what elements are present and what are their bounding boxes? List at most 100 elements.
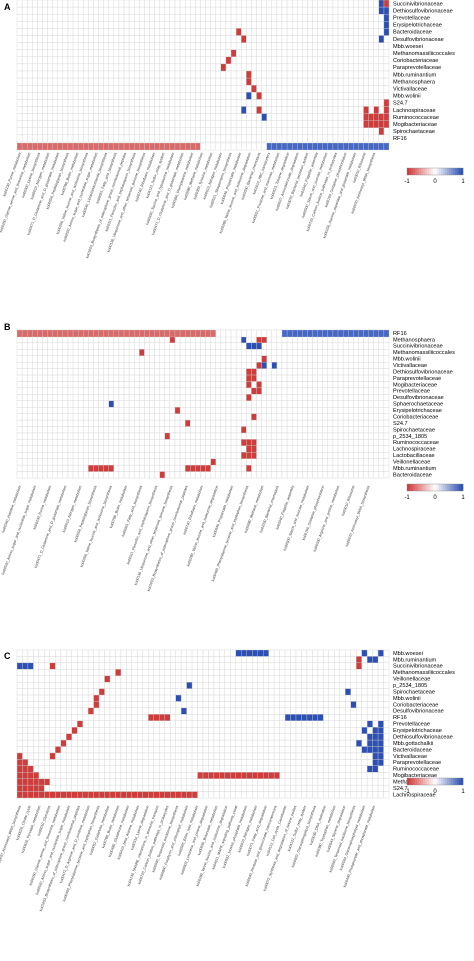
heatmap-cell (383, 349, 390, 356)
heatmap-cell (21, 400, 28, 408)
heatmap-cell (302, 464, 308, 472)
heatmap-colored-cell (174, 407, 181, 414)
heatmap-cell (93, 342, 99, 350)
heatmap-cell (350, 765, 357, 773)
heatmap-cell (77, 99, 84, 107)
heatmap-cell (317, 464, 323, 472)
heatmap-cell (372, 649, 379, 657)
heatmap-cell (190, 120, 196, 128)
heatmap-cell (317, 759, 324, 766)
heatmap-cell (205, 381, 211, 389)
heatmap-cell (339, 739, 346, 747)
heatmap-cell (261, 35, 267, 43)
heatmap-cell (144, 407, 150, 414)
heatmap-cell (93, 374, 99, 382)
heatmap-cell (327, 342, 334, 350)
heatmap-cell (83, 407, 89, 414)
heatmap-cell (246, 127, 252, 136)
heatmap-cell (131, 772, 138, 779)
heatmap-cell (241, 694, 247, 702)
heatmap-cell (118, 134, 125, 143)
heatmap-cell (358, 35, 364, 43)
heatmap-cell (219, 733, 226, 741)
heatmap-cell (87, 778, 94, 786)
heatmap-cell (368, 77, 374, 86)
heatmap-cell (256, 77, 262, 86)
heatmap-cell (60, 681, 67, 689)
heatmap-cell (257, 752, 264, 760)
heatmap-cell (134, 85, 140, 93)
heatmap-cell (327, 464, 334, 472)
heatmap-cell (345, 669, 351, 676)
heatmap-cell (292, 426, 298, 434)
annotation-cell (363, 142, 369, 151)
heatmap-cell (21, 471, 28, 479)
heatmap-cell (281, 394, 288, 401)
heatmap-cell (190, 336, 196, 344)
heatmap-cell (225, 426, 232, 434)
heatmap-cell (363, 387, 369, 395)
heatmap-cell (27, 739, 34, 747)
heatmap-cell (302, 419, 308, 427)
heatmap-cell (342, 99, 349, 107)
heatmap-cell (103, 0, 109, 8)
heatmap-cell (292, 42, 298, 50)
heatmap-cell (159, 675, 165, 683)
heatmap-cell (378, 106, 385, 114)
heatmap-cell (373, 355, 379, 363)
heatmap-cell (225, 413, 232, 421)
heatmap-cell (246, 432, 252, 440)
heatmap-cell (378, 445, 385, 453)
annotation-cell (83, 329, 89, 338)
heatmap-cell (179, 134, 186, 143)
heatmap-cell (60, 707, 67, 715)
heatmap-cell (337, 432, 344, 440)
heatmap-cell (363, 407, 369, 414)
heatmap-cell (256, 400, 262, 408)
heatmap-cell (55, 752, 61, 760)
heatmap-cell (179, 445, 186, 453)
row-label: Methanosphaera (393, 79, 436, 85)
heatmap-cell (175, 701, 182, 709)
heatmap-cell (220, 0, 227, 8)
heatmap-cell (273, 681, 280, 689)
heatmap-cell (363, 432, 369, 440)
heatmap-cell (134, 113, 140, 121)
heatmap-cell (71, 746, 78, 754)
heatmap-cell (190, 113, 196, 121)
heatmap-cell (170, 765, 176, 773)
heatmap-cell (72, 439, 79, 446)
heatmap-cell (353, 464, 359, 472)
heatmap-cell (184, 113, 191, 121)
heatmap-cell (139, 400, 145, 408)
heatmap-cell (21, 439, 28, 446)
heatmap-cell (327, 77, 334, 86)
heatmap-cell (38, 727, 45, 734)
heatmap-cell (368, 56, 374, 65)
heatmap-cell (16, 127, 23, 136)
heatmap-cell (312, 426, 318, 434)
heatmap-cell (256, 407, 262, 414)
heatmap-cell (190, 374, 196, 382)
heatmap-cell (33, 765, 40, 773)
heatmap-cell (383, 649, 390, 657)
heatmap-cell (246, 413, 252, 421)
heatmap-colored-cell (251, 445, 257, 453)
heatmap-cell (350, 752, 357, 760)
heatmap-cell (332, 439, 339, 446)
heatmap-cell (281, 426, 288, 434)
heatmap-cell (368, 349, 374, 356)
heatmap-cell (82, 694, 89, 702)
heatmap-cell (327, 0, 334, 8)
heatmap-cell (16, 701, 23, 709)
heatmap-cell (33, 727, 40, 734)
legend-swatch (425, 484, 428, 491)
heatmap-cell (27, 669, 34, 676)
heatmap-cell (302, 394, 308, 401)
heatmap-cell (148, 765, 154, 773)
heatmap-cell (307, 349, 313, 356)
heatmap-cell (55, 688, 61, 696)
legend-swatch (421, 484, 424, 491)
heatmap-cell (373, 336, 379, 344)
heatmap-cell (190, 28, 196, 36)
